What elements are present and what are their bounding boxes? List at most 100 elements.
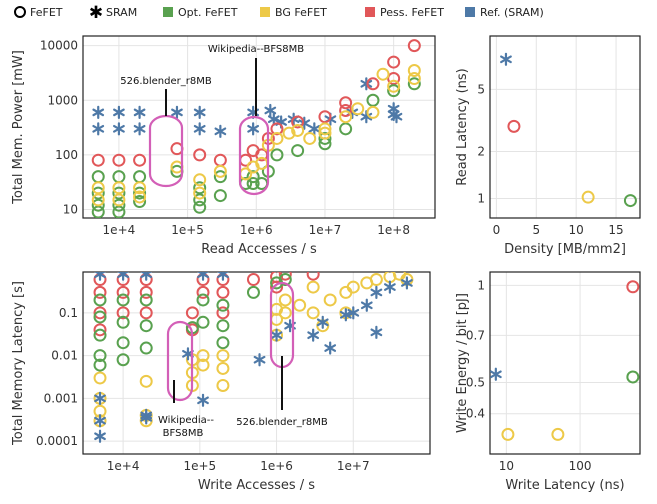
- data-point: [93, 293, 107, 307]
- highlight-oval: [148, 114, 184, 188]
- legend-label: SRAM: [106, 6, 137, 19]
- data-point: [91, 186, 105, 200]
- data-point: [278, 272, 292, 281]
- data-point: [171, 105, 183, 119]
- data-point: [140, 272, 153, 281]
- series: [626, 280, 640, 294]
- data-point: [387, 79, 401, 93]
- data-point: [112, 186, 126, 200]
- data-point: [193, 186, 207, 200]
- data-point: [133, 105, 146, 119]
- legend-item: Opt. FeFET: [163, 6, 238, 19]
- x-tick-label: 1e+7: [309, 223, 342, 237]
- energy-vs-write-latency-plot: 10 100 0.4 0.5 0.7 1 Write Latency (ns) Write E…: [455, 271, 641, 493]
- data-point: [626, 280, 640, 294]
- data-point: [193, 122, 206, 136]
- data-point: [196, 285, 210, 299]
- data-point: [318, 110, 332, 124]
- data-point: [306, 306, 320, 320]
- data-point: [360, 77, 373, 91]
- data-point: [490, 367, 502, 381]
- data-point: [117, 272, 129, 281]
- data-point: [214, 124, 227, 138]
- series: [93, 272, 414, 428]
- x-tick-label: 1e+4: [107, 459, 140, 473]
- legend-label: FeFET: [30, 6, 63, 19]
- data-point: [369, 273, 383, 287]
- data-point: [133, 153, 147, 167]
- data-point: [293, 298, 307, 312]
- data-point: [407, 64, 421, 78]
- data-point: [94, 391, 106, 405]
- data-point: [366, 77, 380, 91]
- y-axis-label: Total Memory Latency [s]: [11, 281, 26, 446]
- data-point: [133, 195, 147, 209]
- series: [500, 52, 512, 66]
- data-point: [346, 280, 360, 294]
- legend-swatch: [163, 7, 173, 17]
- data-point: [407, 77, 421, 91]
- data-point: [91, 170, 105, 184]
- x-axis-label: Density [MB/mm2]: [504, 242, 626, 257]
- series: [623, 194, 637, 208]
- data-point: [113, 105, 125, 119]
- data-point: [360, 298, 373, 312]
- data-point: [267, 112, 280, 126]
- legend-swatch: [260, 7, 270, 17]
- data-point: [318, 131, 332, 145]
- power-vs-read-plot: 1e+4 1e+5 1e+6 1e+7 1e+8 10 100 1000 10000 Read A…: [11, 35, 436, 257]
- data-point: [116, 336, 130, 350]
- x-axis-label: Write Latency (ns): [505, 478, 624, 493]
- data-point: [216, 285, 230, 299]
- data-point: [407, 39, 421, 53]
- data-point: [306, 272, 320, 281]
- plot-frame: [82, 35, 436, 219]
- legend-item: FeFET: [14, 6, 63, 19]
- data-point: [139, 293, 153, 307]
- data-point: [370, 325, 383, 339]
- data-point: [91, 181, 105, 195]
- data-point: [306, 280, 320, 294]
- data-point: [339, 96, 353, 110]
- data-point: [139, 341, 153, 355]
- data-point: [113, 122, 125, 136]
- series: [626, 370, 640, 384]
- highlight-oval: [166, 320, 194, 402]
- data-point: [93, 358, 107, 372]
- x-axis-label: Read Accesses / s: [201, 242, 317, 257]
- data-point: [351, 102, 365, 116]
- legend-swatch: [365, 7, 375, 17]
- annotation-label: Wikipedia--BFS8MB: [208, 44, 304, 55]
- data-point: [407, 72, 421, 86]
- data-point: [112, 193, 126, 207]
- y-tick-label: 0.01: [51, 349, 78, 363]
- annotation-label: 526.blender_r8MB: [120, 76, 212, 87]
- x-tick-label: 1e+6: [260, 459, 293, 473]
- data-point: [387, 84, 401, 98]
- data-point: [193, 193, 207, 207]
- data-point: [216, 361, 230, 375]
- data-point: [270, 148, 284, 162]
- data-point: [140, 411, 153, 425]
- data-point: [507, 119, 521, 133]
- data-point: [216, 349, 230, 363]
- x-tick-label: 100: [569, 459, 592, 473]
- x-tick-label: 5: [532, 223, 540, 237]
- data-point: [376, 67, 390, 81]
- data-point: [213, 170, 227, 184]
- y-axis-label: Write Energy / bit [pJ]: [455, 293, 470, 433]
- data-point: [185, 306, 199, 320]
- data-point: [193, 173, 207, 187]
- x-tick-label: 1e+4: [103, 223, 136, 237]
- data-point: [133, 186, 147, 200]
- y-axis-label: Read Latency (ns): [455, 68, 470, 185]
- data-point: [139, 306, 153, 320]
- data-point: [366, 105, 380, 119]
- latency-vs-density-plot: 0 5 10 15 1 2 5 Density [MB/mm2] Read Latency (n…: [455, 35, 641, 257]
- data-point: [93, 371, 107, 385]
- data-point: [339, 110, 353, 124]
- data-point: [246, 176, 260, 190]
- data-point: [91, 193, 105, 207]
- data-point: [360, 110, 373, 124]
- x-tick-label: 1e+5: [183, 459, 216, 473]
